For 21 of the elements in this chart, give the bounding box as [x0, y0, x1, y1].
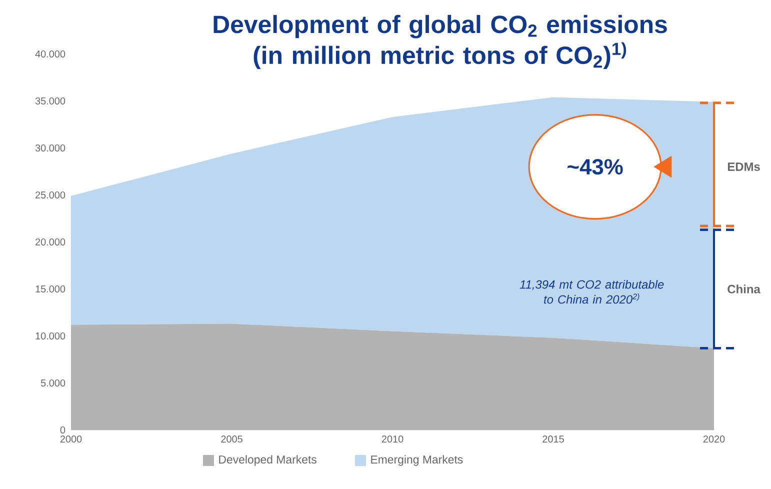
- legend-label: Developed Markets: [219, 455, 316, 466]
- text: EDMs: [728, 162, 760, 171]
- y-tick-label: 0: [60, 426, 66, 434]
- chart-title: Development of global CO$_{2}$ emissions (in million metric tons of CO$_{2}$)$^{1)}$: [214, 14, 667, 70]
- x-tick-label: 2010: [382, 436, 404, 443]
- y-tick-label: 20.000: [36, 238, 66, 246]
- x-tick-label: 2020: [703, 436, 725, 443]
- y-tick-label: 30.000: [35, 144, 66, 152]
- x-tick-label: 2015: [542, 436, 564, 443]
- y-tick-label: 10.000: [36, 332, 66, 340]
- y-tick-label: 40.000: [35, 50, 66, 58]
- y-tick-label: 35.000: [35, 97, 66, 105]
- annotation: ~43%: [568, 159, 623, 175]
- x-tick-label: 2000: [60, 436, 82, 443]
- legend-label: Emerging Markets: [371, 455, 463, 466]
- y-tick-label: 15.000: [36, 285, 66, 293]
- y-tick-label: 25.000: [36, 191, 66, 199]
- y-tick-label: 5.000: [40, 379, 66, 387]
- x-tick-label: 2005: [221, 436, 242, 443]
- text: China: [728, 284, 760, 294]
- annotation: 11,394 mt CO2 attributable to China in 2020$^{2)}$: [520, 280, 664, 304]
